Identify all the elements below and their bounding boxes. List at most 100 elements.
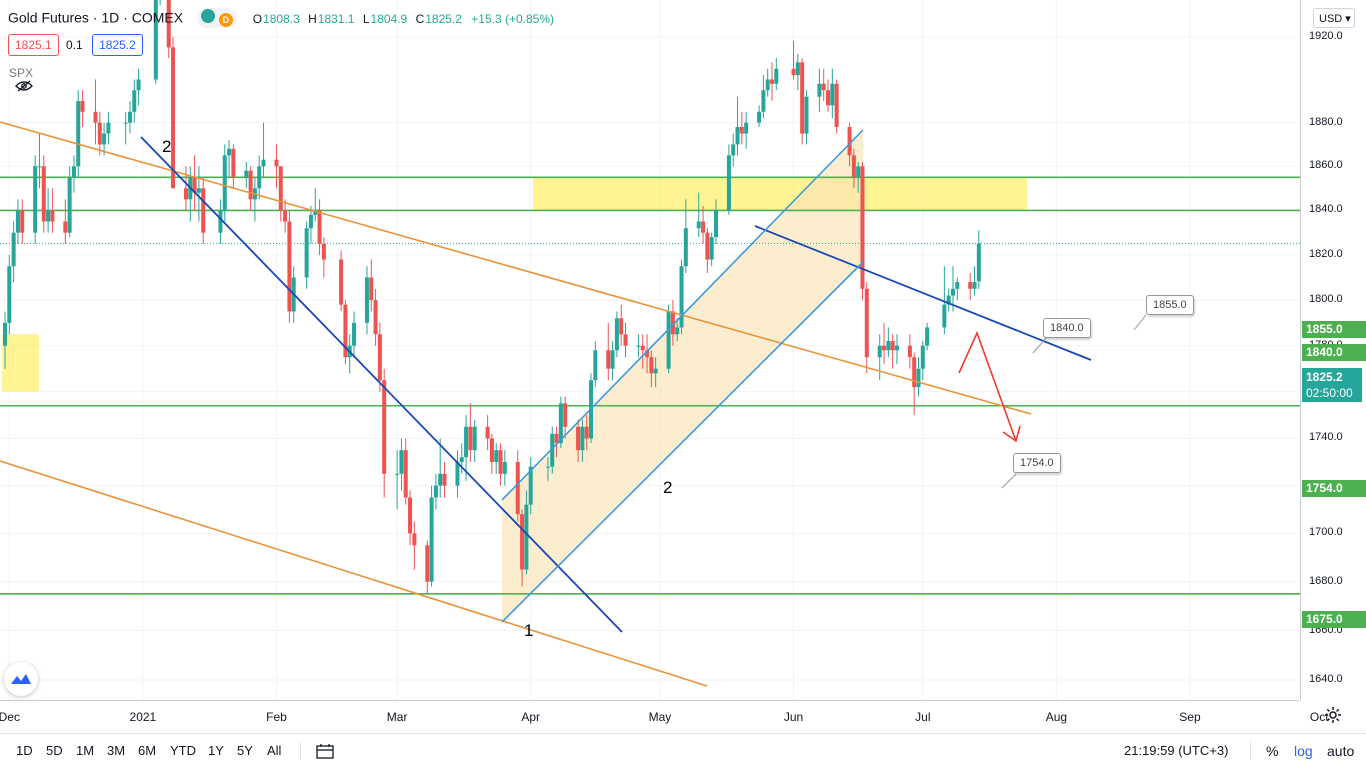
candle-body bbox=[558, 403, 563, 444]
range-1y-button[interactable]: 1Y bbox=[208, 743, 224, 758]
candle-body bbox=[713, 210, 718, 238]
range-5y-button[interactable]: 5Y bbox=[237, 743, 253, 758]
candle-body bbox=[942, 304, 947, 328]
candle bbox=[709, 232, 714, 267]
time-tick-label: May bbox=[648, 710, 672, 724]
candle bbox=[528, 457, 533, 515]
low-value: 1804.9 bbox=[370, 11, 408, 26]
auto-scale-toggle[interactable]: auto bbox=[1327, 743, 1355, 759]
annotation-1754[interactable]: 1754.0 bbox=[1013, 453, 1061, 473]
candle-body bbox=[166, 0, 171, 48]
candle-body bbox=[726, 155, 731, 211]
percent-scale-toggle[interactable]: % bbox=[1266, 743, 1279, 759]
candle-body bbox=[304, 228, 309, 278]
candle bbox=[739, 111, 744, 145]
candle-body bbox=[877, 345, 882, 358]
hidden-eye-icon[interactable] bbox=[15, 80, 33, 92]
time-axis[interactable]: Dec 2021 Feb Mar Apr May Jun Jul Aug Sep Oct bbox=[0, 700, 1329, 733]
candle-body bbox=[735, 127, 740, 145]
candle-body bbox=[33, 166, 38, 233]
range-3m-button[interactable]: 3M bbox=[107, 743, 126, 758]
candle-body bbox=[132, 90, 137, 112]
sell-price-button[interactable]: 1825.1 bbox=[8, 34, 59, 56]
range-1m-button[interactable]: 1M bbox=[76, 743, 95, 758]
candle bbox=[826, 79, 831, 112]
currency-select[interactable]: USD ▾ bbox=[1313, 8, 1355, 28]
time-tick-label: 2021 bbox=[129, 710, 157, 724]
candle bbox=[71, 155, 76, 193]
candle bbox=[123, 111, 128, 145]
candle bbox=[343, 300, 348, 365]
log-scale-toggle[interactable]: log bbox=[1294, 743, 1313, 759]
candle bbox=[636, 334, 641, 358]
chart-plot-area[interactable]: Gold Futures · 1D · COMEX D O1808.3 H183… bbox=[0, 0, 1300, 700]
candle bbox=[683, 199, 688, 273]
candle-body bbox=[106, 122, 111, 134]
candle bbox=[744, 111, 749, 149]
bid-ask-row: 1825.1 0.1 1825.2 bbox=[8, 34, 147, 56]
price-label-1855: 1855.0 bbox=[1302, 321, 1366, 338]
candle bbox=[308, 205, 313, 244]
candle-body bbox=[429, 497, 434, 582]
time-tick-label: Sep bbox=[1179, 710, 1201, 724]
candle-body bbox=[770, 79, 775, 84]
price-chart[interactable] bbox=[0, 0, 1300, 700]
candle-body bbox=[670, 311, 675, 335]
candle bbox=[800, 58, 805, 145]
candle bbox=[252, 177, 257, 222]
candle-body bbox=[485, 426, 490, 439]
descending-channel-lower bbox=[0, 460, 708, 687]
annotation-1855[interactable]: 1855.0 bbox=[1146, 295, 1194, 315]
candle bbox=[433, 473, 438, 510]
settings-gear-icon[interactable] bbox=[1324, 706, 1342, 729]
candle-body bbox=[856, 166, 861, 178]
rising-channel-lower bbox=[501, 261, 864, 623]
buy-price-button[interactable]: 1825.2 bbox=[92, 34, 143, 56]
current-price-value: 1825.2 bbox=[1306, 370, 1343, 384]
candle-body bbox=[520, 514, 525, 570]
ohlc-values: O1808.3 H1831.1 L1804.9 C1825.2 +15.3 (+… bbox=[252, 11, 555, 26]
tradingview-logo-icon[interactable] bbox=[4, 662, 38, 696]
price-tick-label: 1800.0 bbox=[1309, 293, 1343, 306]
price-axis[interactable]: USD ▾ 1640.01660.01680.01700.01720.01740… bbox=[1300, 0, 1366, 700]
candle bbox=[675, 318, 680, 342]
candle-body bbox=[369, 277, 374, 301]
range-5d-button[interactable]: 5D bbox=[46, 743, 63, 758]
date-range-icon[interactable] bbox=[316, 743, 334, 759]
candle-body bbox=[257, 166, 262, 189]
price-tick-label: 1880.0 bbox=[1309, 115, 1343, 128]
candle bbox=[701, 205, 706, 244]
range-ytd-button[interactable]: YTD bbox=[170, 743, 196, 758]
candle bbox=[731, 133, 736, 167]
candle bbox=[395, 450, 400, 510]
candle-body bbox=[886, 341, 891, 351]
candle-body bbox=[494, 450, 499, 462]
candle bbox=[408, 490, 413, 546]
candle-body bbox=[645, 350, 650, 358]
range-all-button[interactable]: All bbox=[267, 743, 282, 758]
candle bbox=[33, 155, 38, 244]
indicator-spx-label[interactable]: SPX bbox=[9, 66, 34, 80]
candle-body bbox=[274, 159, 279, 167]
candle-body bbox=[830, 83, 835, 106]
symbol-title[interactable]: Gold Futures · 1D · COMEX bbox=[8, 9, 184, 26]
candle bbox=[464, 415, 469, 481]
range-1d-button[interactable]: 1D bbox=[16, 743, 33, 758]
candle bbox=[907, 334, 912, 369]
annotation-1855-pointer bbox=[1133, 314, 1147, 331]
candle-body bbox=[97, 122, 102, 145]
range-6m-button[interactable]: 6M bbox=[138, 743, 157, 758]
candle bbox=[218, 199, 223, 244]
annotation-1840[interactable]: 1840.0 bbox=[1043, 318, 1091, 338]
candle bbox=[468, 403, 473, 462]
candle bbox=[459, 443, 464, 474]
descending-channel-upper bbox=[0, 121, 1032, 415]
candle-body bbox=[123, 122, 128, 124]
candle-body bbox=[860, 166, 865, 289]
clock-time[interactable]: 21:19:59 (UTC+3) bbox=[1124, 743, 1229, 758]
candle bbox=[317, 199, 322, 256]
candle bbox=[244, 161, 249, 189]
candle bbox=[196, 166, 201, 222]
candle-body bbox=[739, 127, 744, 134]
candle bbox=[886, 327, 891, 358]
